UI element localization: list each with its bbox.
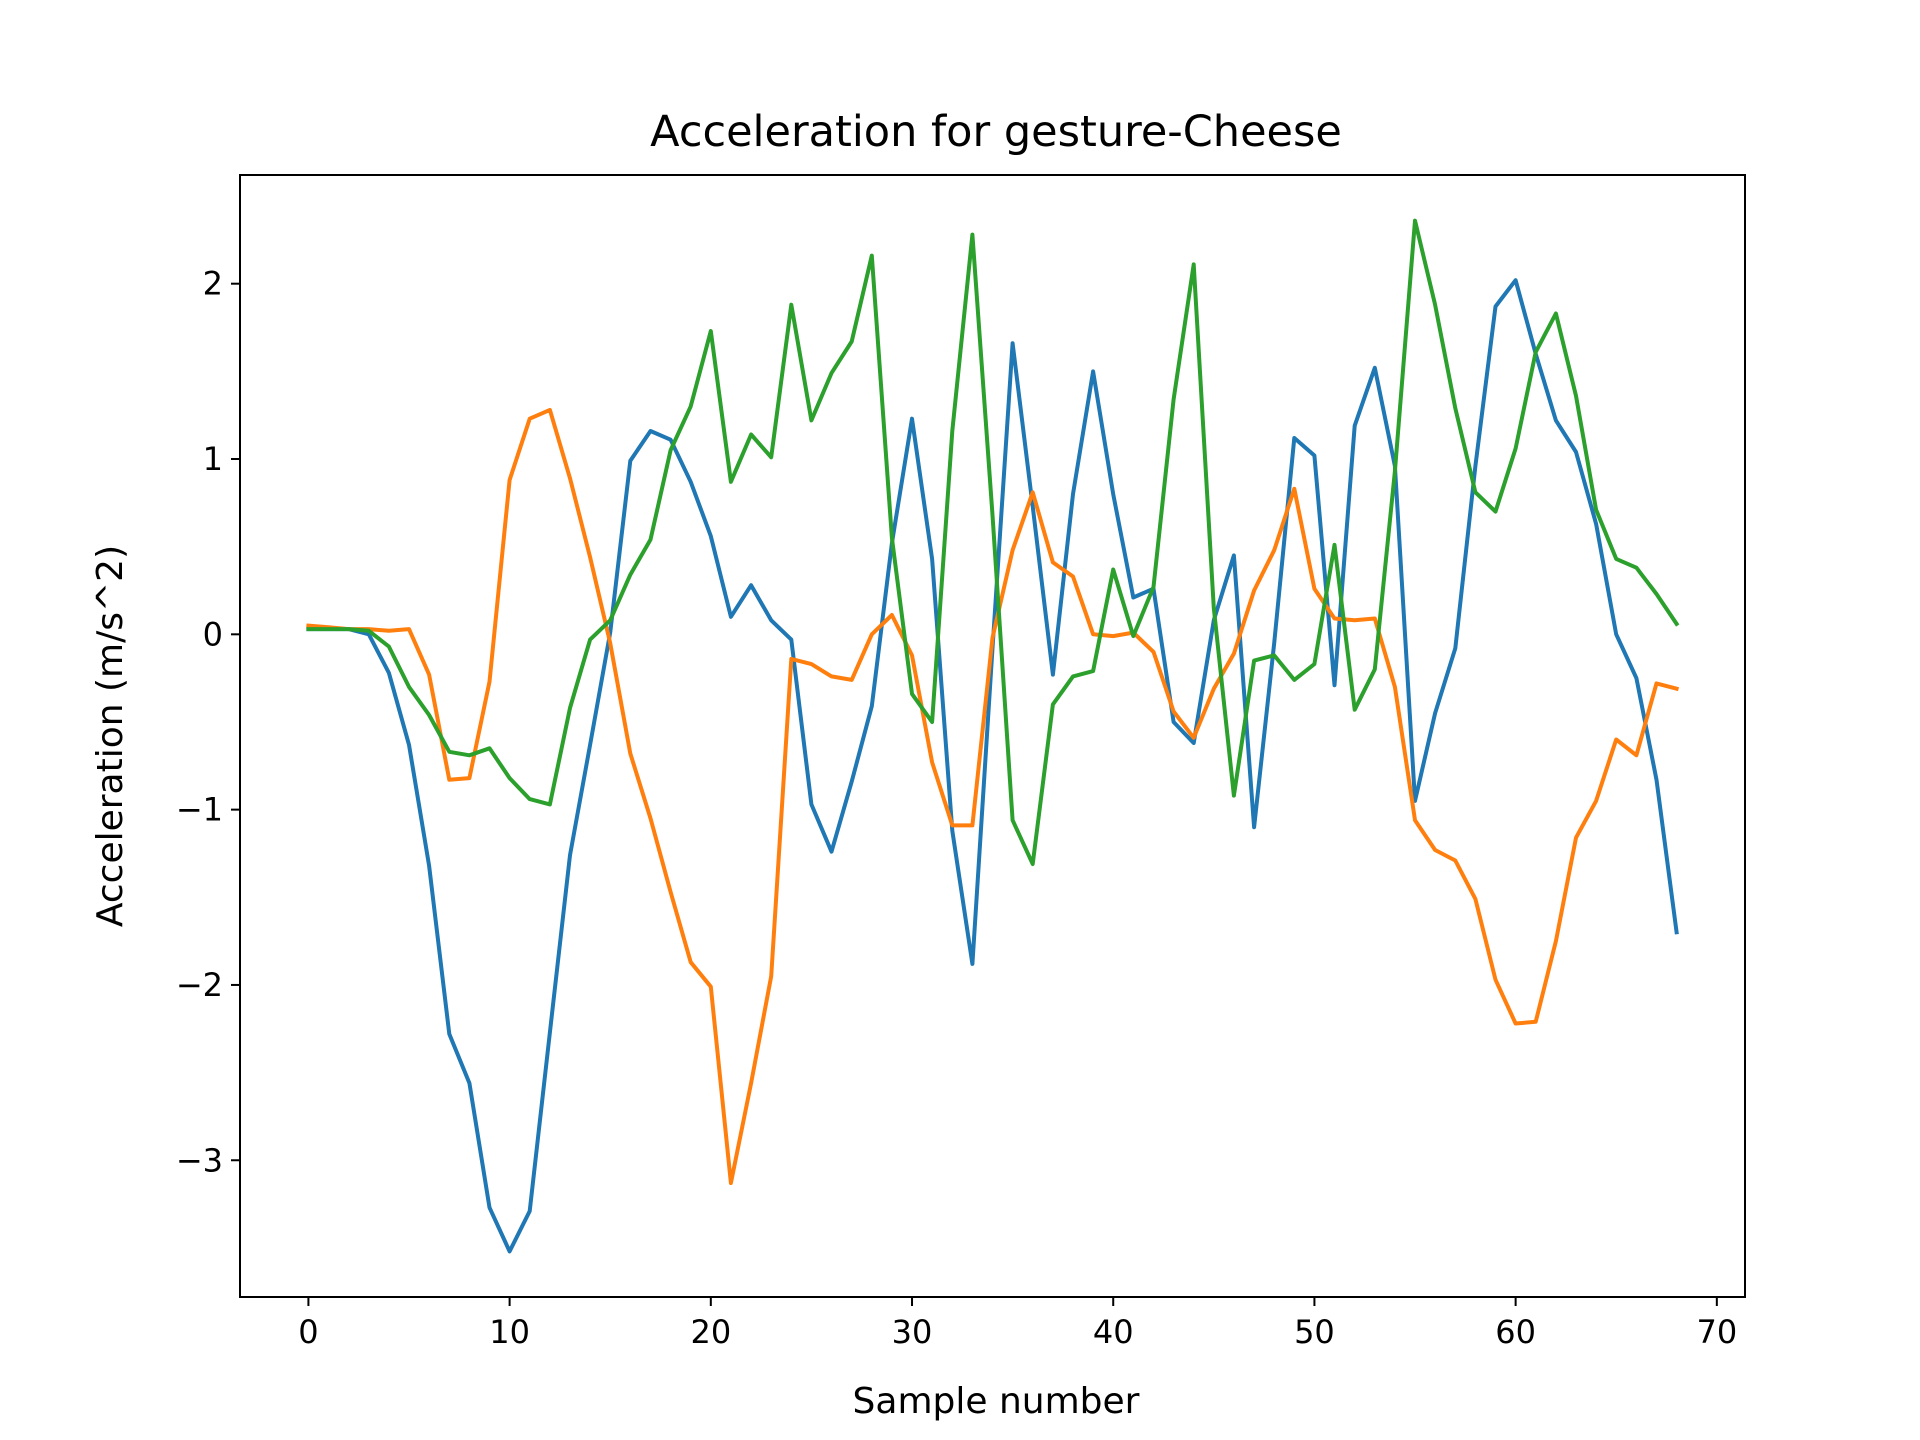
y-tick-label: 2 — [203, 265, 223, 303]
x-tick-label: 20 — [690, 1313, 731, 1351]
plot-area — [240, 175, 1745, 1297]
y-tick-label: −3 — [176, 1141, 223, 1179]
y-axis-ticks: −3 −2 −1 0 1 2 — [176, 265, 240, 1179]
x-axis-ticks: 0 10 20 30 40 50 60 70 — [298, 1297, 1737, 1351]
y-tick-label: −2 — [176, 966, 223, 1004]
plot-frame — [239, 174, 1746, 1298]
y-tick-label: −1 — [176, 791, 223, 829]
series-line-2 — [306, 407, 1680, 1185]
y-tick-label: 0 — [203, 615, 223, 653]
x-tick-label: 10 — [489, 1313, 530, 1351]
x-tick-label: 60 — [1495, 1313, 1536, 1351]
series-line-3 — [306, 218, 1680, 866]
x-tick-label: 50 — [1294, 1313, 1335, 1351]
x-tick-label: 0 — [298, 1313, 318, 1351]
x-tick-label: 70 — [1696, 1313, 1737, 1351]
y-axis-label: Acceleration (m/s^2) — [90, 545, 131, 927]
chart-title: Acceleration for gesture-Cheese — [650, 107, 1342, 157]
series-layer — [306, 218, 1680, 1254]
x-tick-label: 40 — [1093, 1313, 1134, 1351]
y-tick-label: 1 — [203, 440, 223, 478]
x-axis-label: Sample number — [853, 1381, 1140, 1422]
x-tick-label: 30 — [892, 1313, 933, 1351]
